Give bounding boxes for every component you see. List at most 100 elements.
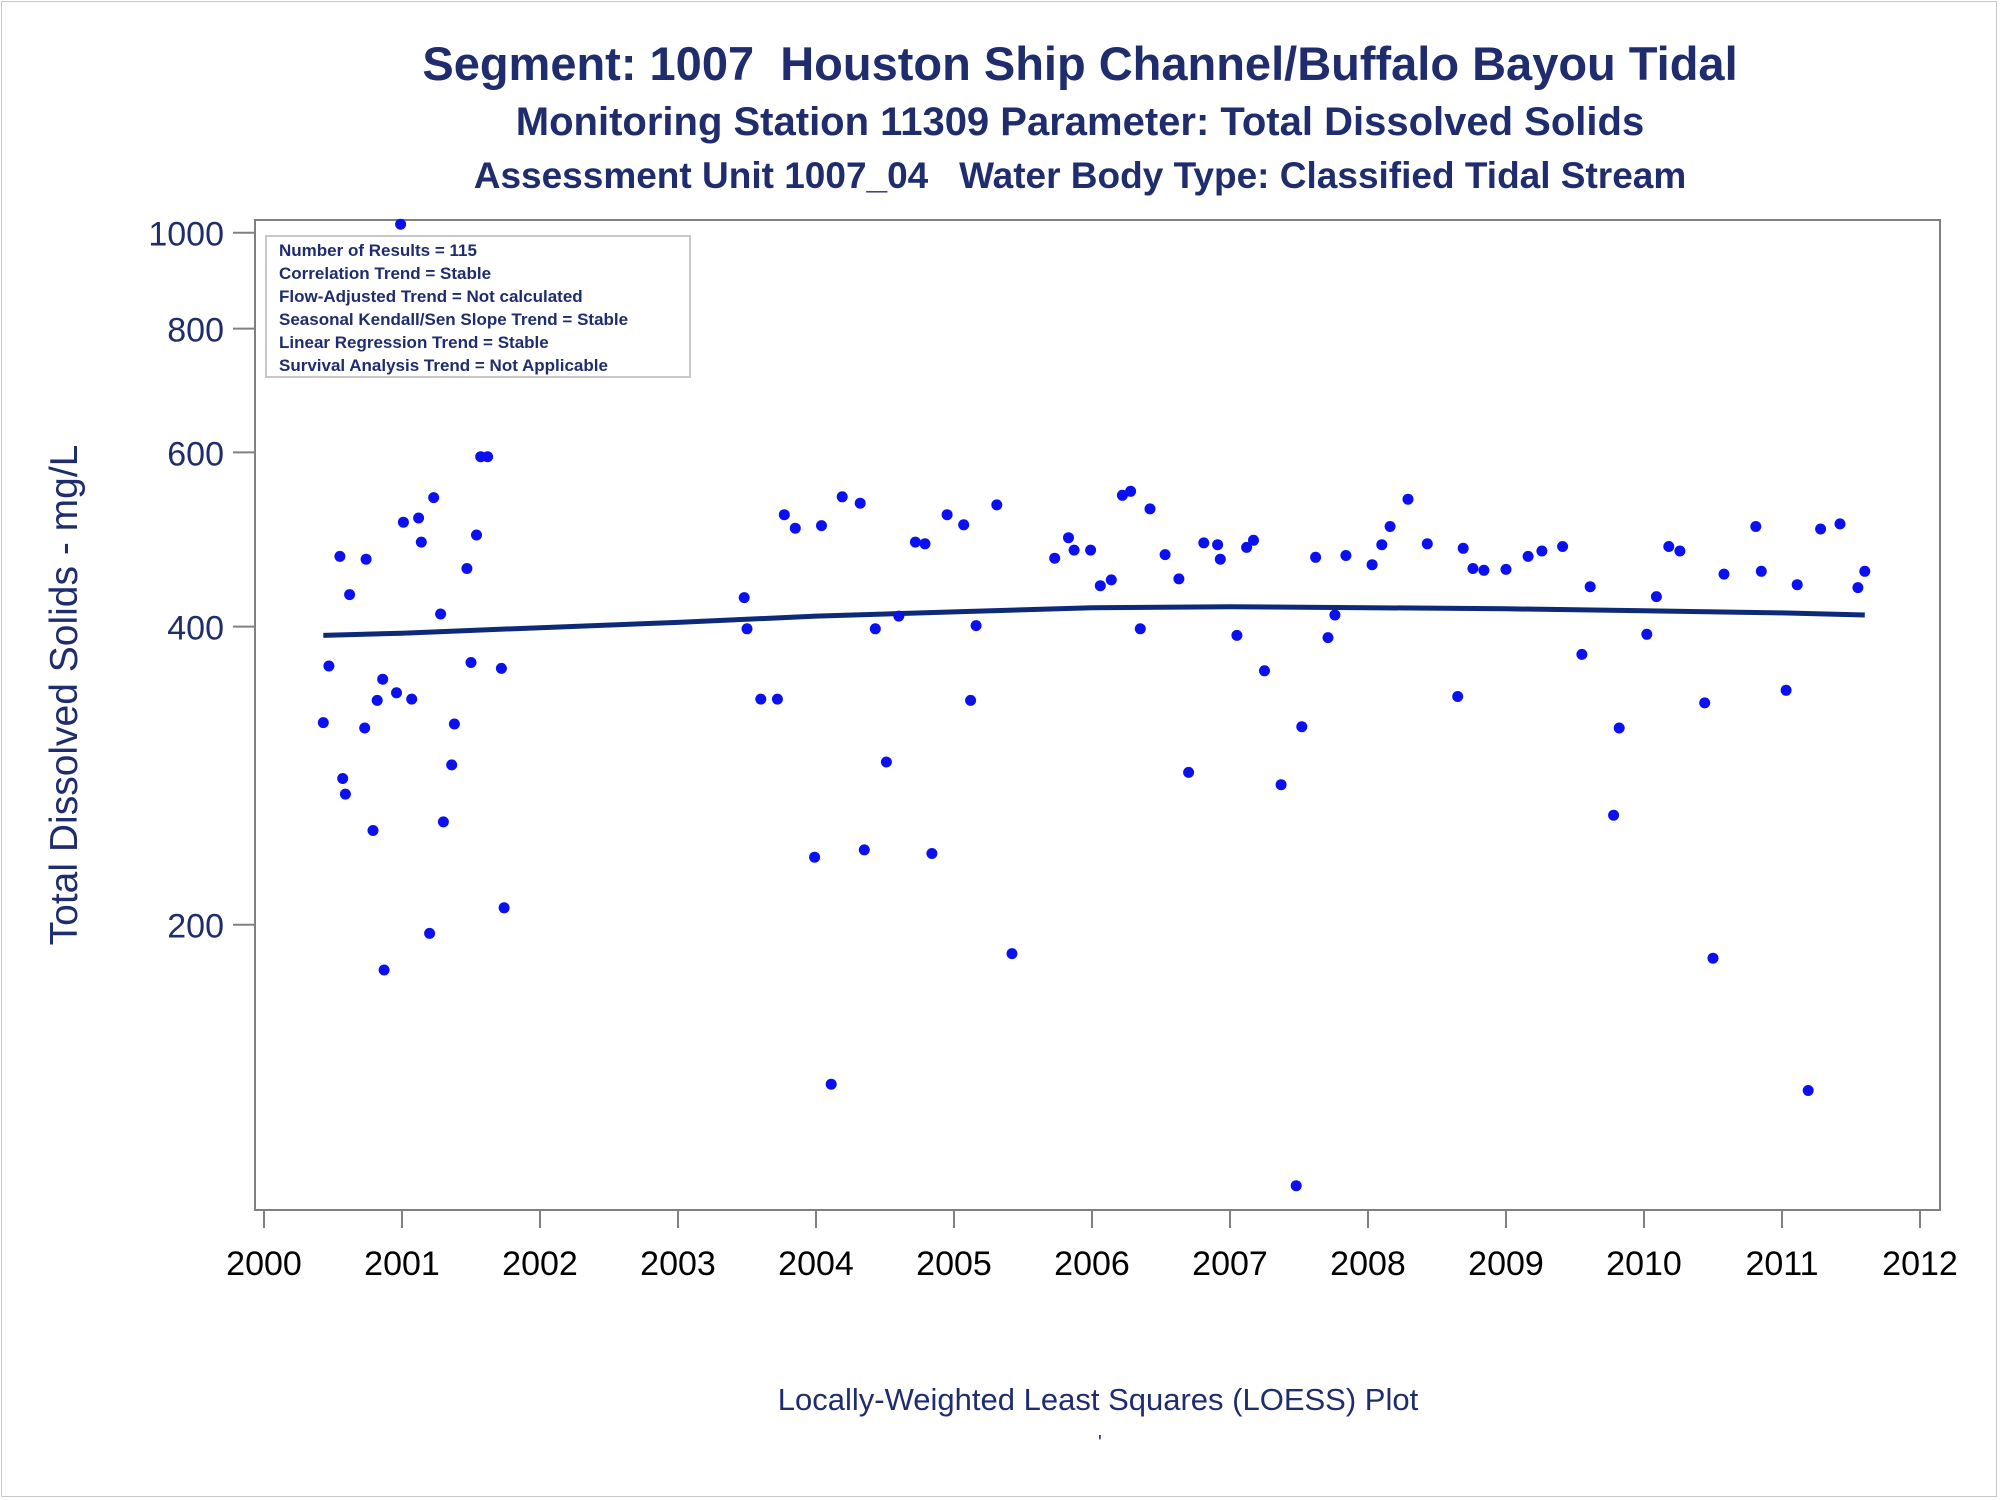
data-point (1576, 648, 1588, 660)
data-point (344, 589, 356, 601)
data-point (1259, 665, 1270, 677)
data-point (323, 660, 335, 672)
data-point (919, 538, 931, 550)
data-point (1755, 565, 1767, 577)
data-point (1198, 537, 1210, 549)
data-point (1718, 568, 1730, 580)
data-point (1478, 564, 1490, 576)
x-tick-label: 2004 (778, 1245, 854, 1283)
data-point (1085, 544, 1097, 556)
data-point (1296, 721, 1308, 733)
data-point (1125, 485, 1137, 497)
chart-subtitle: Monitoring Station 11309 Parameter: Tota… (515, 100, 1645, 144)
data-point (317, 717, 329, 729)
data-point (1006, 948, 1018, 960)
data-point (437, 816, 449, 828)
data-point (836, 491, 848, 503)
data-point (378, 964, 390, 976)
data-point (965, 694, 977, 706)
x-tick-label: 2006 (1054, 1245, 1130, 1283)
data-point (1500, 563, 1512, 575)
data-point (371, 694, 383, 706)
y-axis-label: Total Dissolved Solids - mg/L (43, 445, 86, 946)
data-point (413, 512, 425, 524)
data-point (958, 519, 970, 531)
data-point (1214, 553, 1226, 565)
x-tick-label: 2008 (1330, 1245, 1406, 1283)
data-point (1834, 518, 1846, 530)
data-point (1248, 534, 1259, 546)
info-line-1: Number of Results = 115 (279, 241, 477, 260)
data-point (1116, 489, 1128, 501)
info-box-frame (265, 235, 691, 378)
data-point (424, 927, 436, 939)
data-point (741, 623, 753, 635)
data-point (1750, 521, 1762, 532)
data-point (1144, 503, 1156, 515)
data-point (1467, 563, 1479, 574)
data-point (1674, 545, 1686, 557)
data-point (1159, 549, 1171, 561)
data-point (1290, 1180, 1302, 1192)
data-point (377, 673, 389, 685)
y-tick-label: 1000 (148, 216, 224, 254)
data-point (367, 825, 379, 836)
data-point (1366, 559, 1378, 571)
loess-trend-line (323, 604, 1865, 638)
data-point (1212, 539, 1224, 551)
data-point (337, 773, 349, 784)
chart-subtitle-2: Assessment Unit 1007_04 Water Body Type:… (473, 155, 1687, 196)
data-point (334, 550, 346, 562)
data-point (778, 509, 790, 521)
y-tick-label: 200 (167, 908, 224, 946)
x-tick-label: 2002 (502, 1245, 578, 1283)
data-point (825, 1078, 837, 1090)
data-point (1275, 779, 1287, 791)
data-point (926, 848, 938, 859)
x-tick-label: 2001 (364, 1245, 440, 1283)
data-point (428, 492, 440, 504)
data-point (880, 756, 892, 768)
data-point (461, 563, 473, 574)
data-point (1815, 523, 1827, 535)
data-point (1231, 629, 1243, 641)
y-axis: 200 400 600 800 1000 (148, 216, 255, 946)
info-line-6: Survival Analysis Trend = Not Applicable (279, 356, 608, 375)
data-point (1384, 521, 1396, 532)
footer-mark: ' (1098, 1432, 1102, 1454)
data-point (1613, 722, 1625, 734)
x-tick-label: 2009 (1468, 1245, 1544, 1283)
data-point (941, 509, 953, 521)
data-point (970, 620, 982, 632)
data-point (339, 788, 351, 800)
info-line-3: Flow-Adjusted Trend = Not calculated (279, 287, 583, 306)
info-line-2: Correlation Trend = Stable (279, 264, 491, 283)
data-point (1707, 952, 1719, 964)
data-point (395, 218, 407, 230)
data-point (1173, 573, 1185, 585)
x-tick-label: 2011 (1745, 1245, 1818, 1283)
x-tick-label: 2005 (916, 1245, 992, 1283)
x-tick-label: 2003 (640, 1245, 716, 1283)
data-point (1536, 545, 1548, 557)
data-point (893, 610, 905, 622)
data-point (435, 608, 447, 620)
data-point (1241, 541, 1253, 553)
data-point (448, 718, 460, 730)
data-point (1859, 565, 1871, 577)
chart-footer: Locally-Weighted Least Squares (LOESS) P… (777, 1382, 1419, 1417)
data-point (471, 529, 482, 541)
data-point (1699, 697, 1711, 709)
data-point (495, 662, 507, 674)
data-point (1780, 684, 1792, 696)
data-point (1852, 582, 1864, 594)
data-point (1134, 623, 1146, 635)
data-point (1340, 550, 1352, 561)
y-tick-label: 400 (167, 610, 224, 648)
data-point (858, 844, 870, 856)
data-point (991, 499, 1003, 511)
data-point (1663, 541, 1675, 552)
data-point (738, 592, 750, 604)
data-point (498, 902, 510, 914)
